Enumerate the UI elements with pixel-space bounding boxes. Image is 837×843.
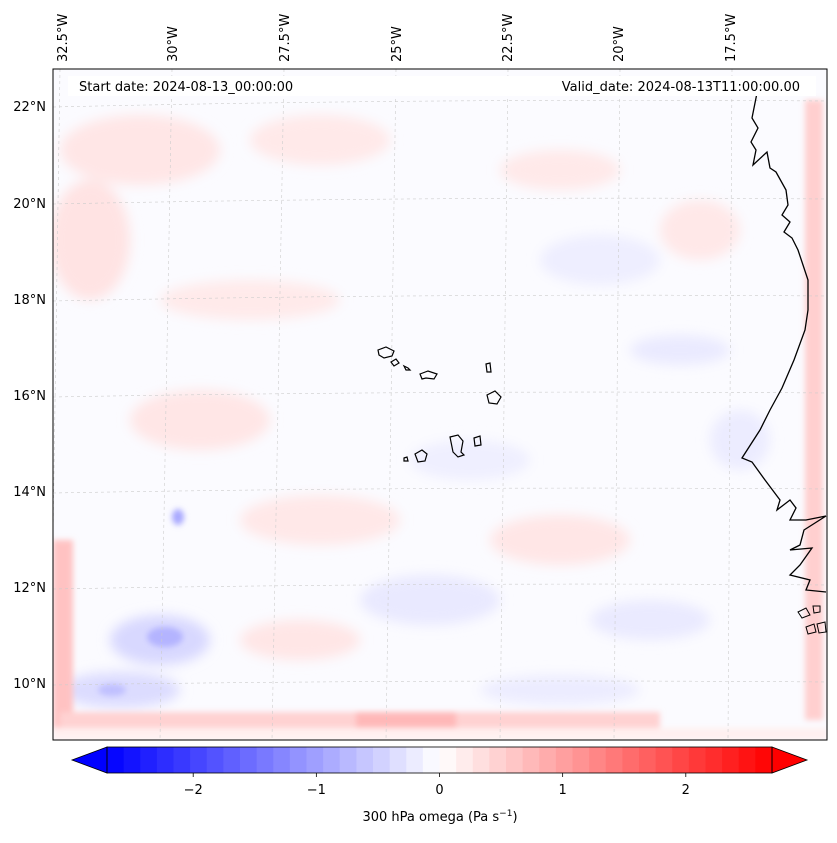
colorbar-segment <box>605 747 623 773</box>
colorbar-segment <box>373 747 391 773</box>
colorbar-tick-label: 2 <box>682 783 690 798</box>
lon-label: 25°W <box>390 26 405 62</box>
colorbar-segment <box>107 747 125 773</box>
colorbar-segment <box>522 747 540 773</box>
colorbar-segment <box>422 747 440 773</box>
colorbar-segment <box>156 747 174 773</box>
colorbar-segment <box>223 747 241 773</box>
cape-verde-islands <box>377 346 502 463</box>
colorbar-segment <box>456 747 474 773</box>
colorbar-segment <box>738 747 756 773</box>
colorbar-segment <box>406 747 424 773</box>
colorbar-segment <box>705 747 723 773</box>
lon-label: 17.5°W <box>724 14 739 62</box>
colorbar-segment <box>572 747 590 773</box>
colorbar-segment <box>123 747 141 773</box>
colorbar-ticks: −2 −1 0 1 2 <box>184 773 690 798</box>
colorbar-segment <box>722 747 740 773</box>
coastal-islands <box>797 605 827 635</box>
colorbar-segment <box>555 747 573 773</box>
lat-label: 12°N <box>13 581 46 596</box>
colorbar-segment <box>622 747 640 773</box>
lat-label: 22°N <box>13 100 46 115</box>
colorbar: −2 −1 0 1 2 300 hPa omega (Pa s−1) <box>70 746 809 825</box>
valid-date-label: Valid_date: 2024-08-13T11:00:00.00 <box>562 80 800 95</box>
colorbar-segment <box>206 747 224 773</box>
colorbar-extend-low <box>70 746 108 774</box>
colorbar-segment <box>655 747 673 773</box>
colorbar-segment <box>539 747 557 773</box>
colorbar-segment <box>472 747 490 773</box>
colorbar-tick-label: 0 <box>435 783 443 798</box>
colorbar-segment <box>672 747 690 773</box>
lon-label: 27.5°W <box>278 14 293 62</box>
colorbar-segment <box>439 747 457 773</box>
start-date-label: Start date: 2024-08-13_00:00:00 <box>79 80 293 95</box>
colorbar-segment <box>256 747 274 773</box>
colorbar-extend-high <box>771 746 809 774</box>
colorbar-label-sup: −1 <box>499 809 512 819</box>
lon-label: 22.5°W <box>501 14 516 62</box>
colorbar-segment <box>506 747 524 773</box>
longitude-labels: 32.5°W 30°W 27.5°W 25°W 22.5°W 20°W 17.5… <box>56 14 739 62</box>
colorbar-segment <box>323 747 341 773</box>
lat-label: 14°N <box>13 485 46 500</box>
colorbar-tick-label: 1 <box>559 783 567 798</box>
latitude-labels: 22°N 20°N 18°N 16°N 14°N 12°N 10°N <box>13 100 46 692</box>
colorbar-segment <box>240 747 258 773</box>
lat-label: 10°N <box>13 677 46 692</box>
lat-label: 16°N <box>13 389 46 404</box>
colorbar-segment <box>190 747 208 773</box>
header-bar <box>68 76 816 96</box>
colorbar-segment <box>489 747 507 773</box>
colorbar-segment <box>589 747 607 773</box>
colorbar-segment <box>755 747 773 773</box>
omega-strong-patches <box>98 509 184 696</box>
map-panel: Start date: 2024-08-13_00:00:00 Valid_da… <box>53 69 827 740</box>
colorbar-tick-label: −2 <box>184 783 203 798</box>
colorbar-segments <box>107 747 773 773</box>
graticule <box>53 69 827 740</box>
colorbar-segment <box>356 747 374 773</box>
colorbar-label-main: 300 hPa omega (Pa s <box>362 810 499 825</box>
colorbar-segment <box>289 747 307 773</box>
lon-label: 20°W <box>612 26 627 62</box>
omega-field-patches <box>53 115 770 708</box>
colorbar-segment <box>639 747 657 773</box>
colorbar-segment <box>339 747 357 773</box>
lat-label: 18°N <box>13 293 46 308</box>
colorbar-segment <box>173 747 191 773</box>
lon-label: 32.5°W <box>56 14 71 62</box>
colorbar-tick-label: −1 <box>307 783 326 798</box>
colorbar-label: 300 hPa omega (Pa s−1) <box>362 809 517 825</box>
colorbar-segment <box>389 747 407 773</box>
colorbar-segment <box>688 747 706 773</box>
colorbar-segment <box>273 747 291 773</box>
colorbar-segment <box>140 747 158 773</box>
map-frame <box>52 68 828 741</box>
colorbar-segment <box>306 747 324 773</box>
lon-label: 30°W <box>166 26 181 62</box>
colorbar-label-end: ) <box>512 810 517 825</box>
africa-coastline <box>741 92 827 593</box>
boundary-artifacts <box>53 100 827 740</box>
lat-label: 20°N <box>13 197 46 212</box>
